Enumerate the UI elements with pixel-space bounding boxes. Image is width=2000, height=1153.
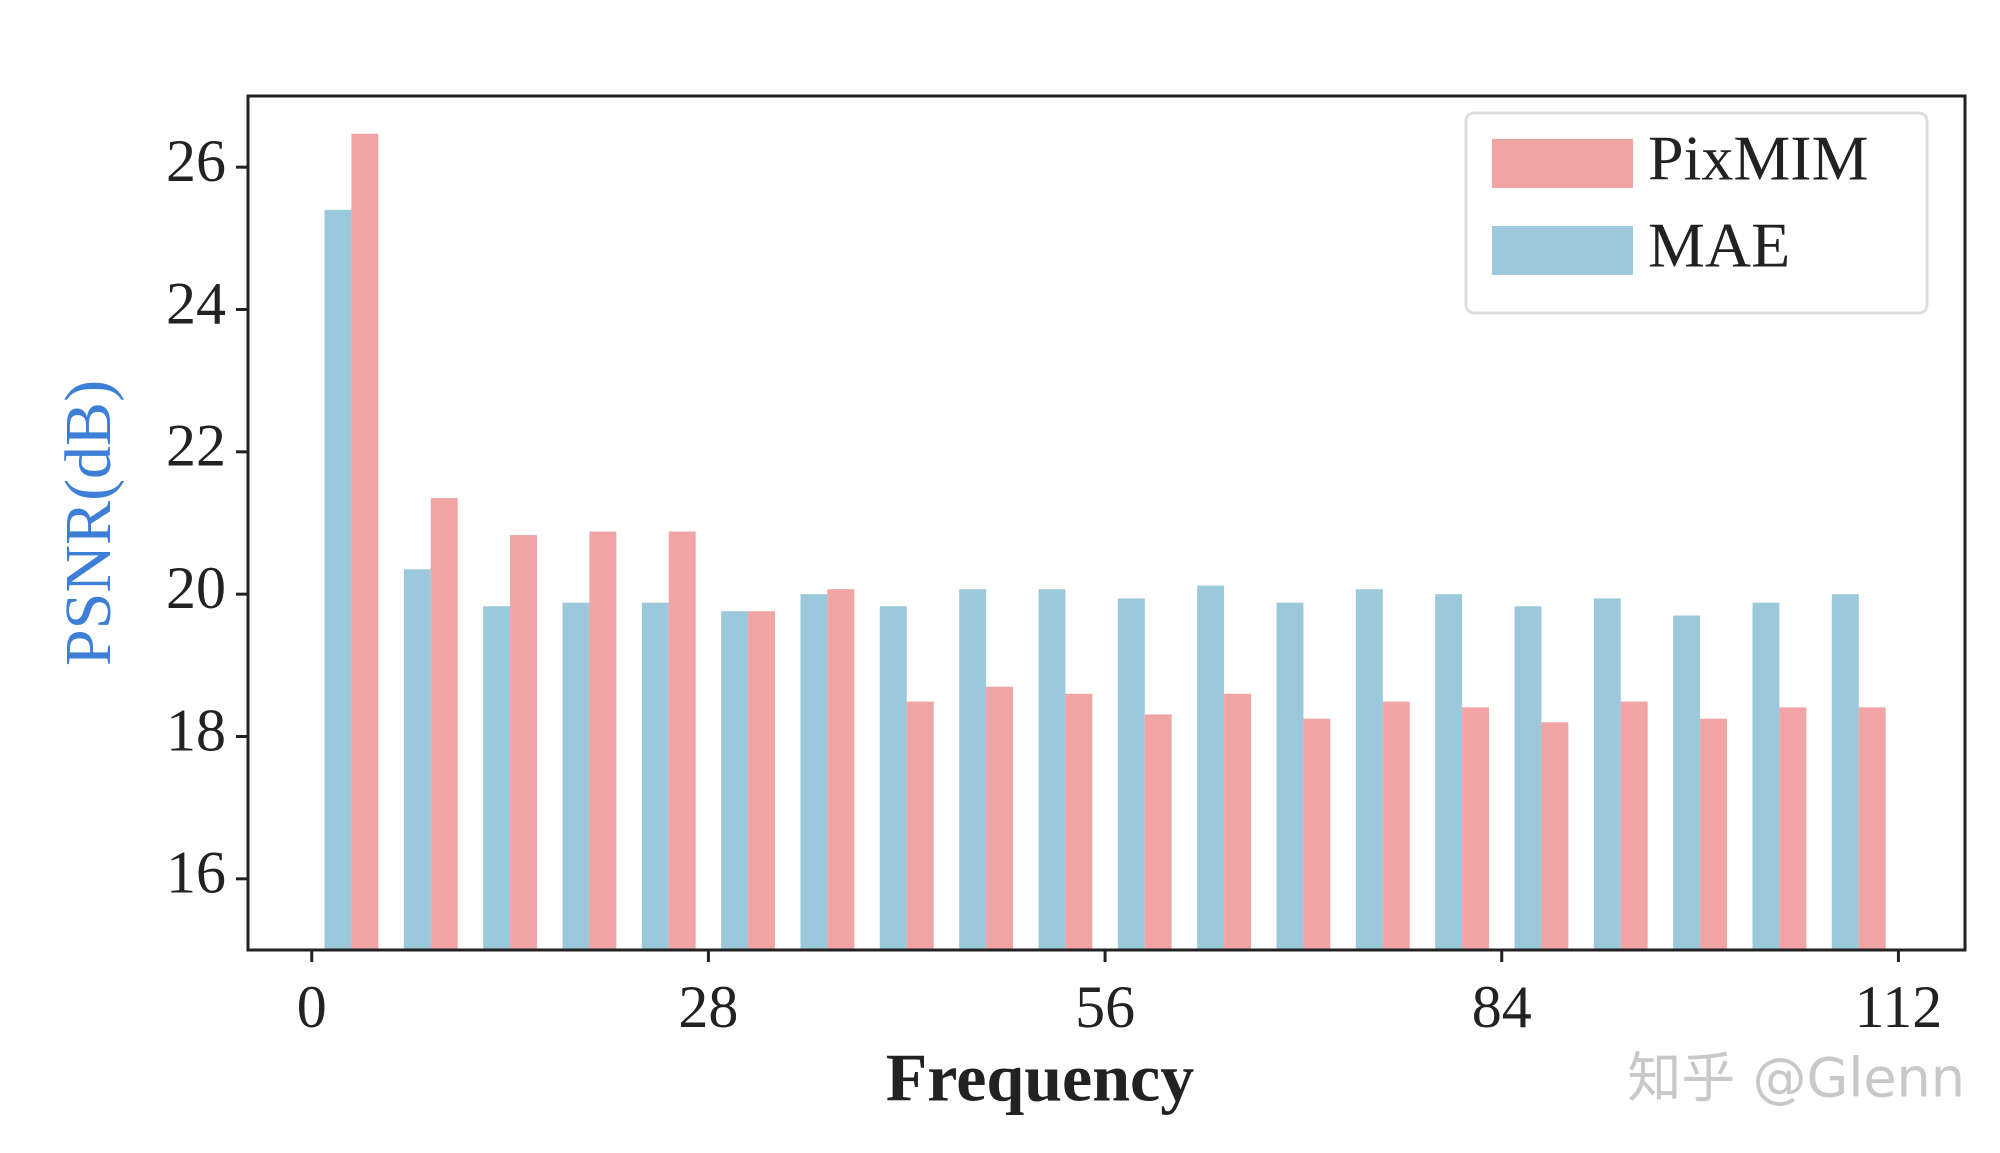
bar	[1858, 707, 1886, 950]
bar	[1435, 594, 1463, 950]
legend-label: MAE	[1648, 210, 1790, 281]
bar	[1752, 602, 1780, 950]
bar	[1541, 722, 1569, 950]
bar	[1355, 589, 1383, 950]
legend-swatch	[1492, 226, 1633, 275]
bar	[1224, 693, 1251, 950]
bar	[1462, 707, 1489, 950]
bar	[403, 569, 431, 950]
bar	[641, 602, 669, 950]
bar	[510, 535, 537, 950]
legend-swatch	[1492, 139, 1633, 188]
y-tick-label: 20	[166, 555, 226, 621]
bar	[1382, 701, 1410, 950]
x-tick-label: 28	[678, 974, 738, 1040]
bar	[324, 209, 352, 950]
bar	[668, 531, 696, 950]
bar	[1197, 585, 1225, 950]
x-tick-label: 84	[1472, 974, 1532, 1040]
y-tick-label: 26	[166, 128, 226, 194]
bar	[589, 531, 617, 950]
x-tick-label: 0	[297, 974, 327, 1040]
x-tick-label: 112	[1855, 974, 1943, 1040]
y-tick-label: 18	[166, 697, 226, 763]
bar	[1117, 598, 1145, 950]
watermark: 知乎 @Glenn	[1627, 1047, 1965, 1110]
bar	[1514, 606, 1542, 950]
bar	[562, 602, 590, 950]
bar	[351, 133, 379, 951]
y-tick-label: 24	[166, 270, 226, 336]
x-axis-label: Frequency	[886, 1040, 1195, 1116]
bar	[1700, 718, 1727, 950]
bar	[748, 611, 775, 950]
y-axis-label: PSNR(dB)	[52, 380, 125, 666]
bar	[430, 498, 458, 950]
bar	[959, 589, 987, 950]
bar	[1276, 602, 1304, 950]
bar	[1673, 615, 1701, 950]
bar	[1038, 589, 1066, 950]
bar	[1831, 594, 1859, 950]
bar	[827, 589, 855, 950]
bar	[1303, 718, 1331, 950]
bar	[986, 686, 1013, 950]
bar	[483, 606, 511, 950]
legend-label: PixMIM	[1648, 123, 1869, 194]
bar	[1144, 714, 1172, 950]
y-tick-label: 22	[166, 413, 226, 479]
bar	[879, 606, 907, 950]
bar	[721, 611, 749, 950]
bar	[1620, 701, 1648, 950]
bar	[1593, 598, 1621, 950]
y-tick-label: 16	[166, 840, 226, 906]
x-tick-label: 56	[1075, 974, 1135, 1040]
bar	[906, 701, 934, 950]
bar	[1779, 707, 1807, 950]
bar	[1065, 693, 1093, 950]
bar	[800, 594, 828, 950]
